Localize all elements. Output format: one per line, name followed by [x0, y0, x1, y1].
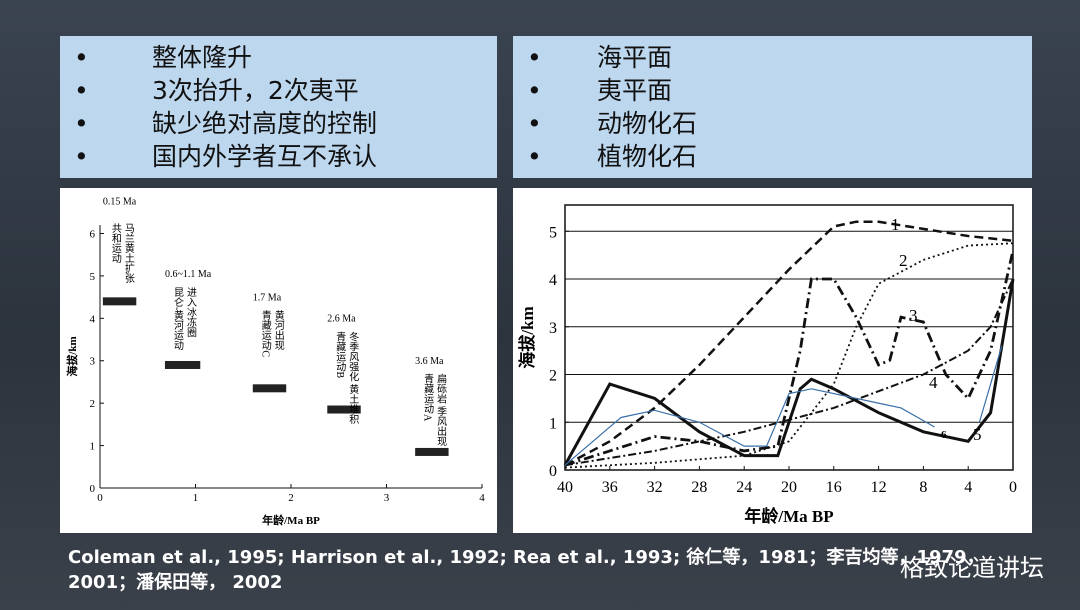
bullet: 海平面 — [527, 41, 1032, 74]
age-label: 3.6 Ma — [415, 356, 444, 367]
x-tick-label: 24 — [736, 479, 752, 496]
series-line — [564, 278, 1014, 467]
y-axis-label: 海拔/km — [517, 306, 537, 368]
x-tick-label: 4 — [964, 479, 972, 496]
age-label: 2.6 Ma — [327, 314, 356, 325]
series-label: 5 — [973, 425, 982, 444]
bullet: 夷平面 — [527, 74, 1032, 107]
x-tick-label: 16 — [826, 479, 842, 496]
y-tick-label: 3 — [90, 356, 96, 368]
x-tick-label: 20 — [781, 479, 797, 496]
bullet: 动物化石 — [527, 107, 1032, 140]
series-label: 6 — [941, 429, 947, 441]
watermark: 格致论道讲坛 — [900, 554, 1044, 582]
x-axis-label: 年龄/Ma BP — [262, 513, 320, 527]
event-label: 马兰黄土扩张 — [122, 223, 134, 284]
right-panel: 0 1 2 3 4 5 40 36 32 28 24 20 16 12 8 4 0 年龄/Ma BP 海拔/km 1 2… — [513, 188, 1032, 533]
y-tick-label: 1 — [549, 415, 557, 432]
citation: 2001；潘保田等， 2002 — [68, 572, 283, 593]
y-tick-label: 0 — [90, 483, 96, 495]
interval-bar — [327, 405, 361, 414]
event-label: 进入冰冻圈 — [184, 287, 196, 338]
citation: Coleman et al., 1995; Harrison et al., 1… — [68, 547, 985, 568]
y-tick-label: 0 — [549, 463, 557, 480]
series-label: 1 — [891, 215, 900, 234]
age-label: 0.15 Ma — [103, 196, 137, 207]
left-box: 整体隆升3次抬升，2次夷平缺少绝对高度的控制国内外学者互不承认 — [60, 36, 497, 178]
series-line — [564, 242, 1014, 469]
series-line — [564, 220, 1014, 467]
bullet: 国内外学者互不承认 — [74, 140, 497, 173]
y-tick-label: 1 — [90, 441, 96, 453]
interval-bar — [102, 297, 137, 306]
x-tick-label: 2 — [288, 492, 294, 504]
event-label: 黄河出现 — [272, 309, 284, 350]
event-label: 青藏运动B — [334, 330, 346, 378]
age-label: 0.6~1.1 Ma — [165, 269, 212, 280]
y-tick-label: 3 — [549, 320, 557, 337]
x-tick-label: 0 — [1009, 479, 1017, 496]
x-tick-label: 28 — [691, 479, 707, 496]
event-label: 昆仑-黄河运动 — [171, 287, 183, 351]
x-tick-label: 40 — [557, 479, 573, 496]
x-tick-label: 12 — [871, 479, 887, 496]
interval-bar — [415, 447, 449, 456]
interval-bar — [252, 384, 287, 393]
event-label: 共和运动 — [109, 223, 121, 264]
x-tick-label: 8 — [919, 479, 927, 496]
y-tick-label: 4 — [90, 313, 96, 325]
series-label: 3 — [909, 306, 918, 325]
bullet: 3次抬升，2次夷平 — [74, 74, 497, 107]
y-axis-label: 海拔/km — [65, 336, 79, 376]
y-tick-label: 6 — [90, 228, 96, 240]
event-label: 青藏运动C — [259, 309, 271, 357]
event-label: 扁砾岩 季风出现 — [435, 373, 447, 447]
series-line — [564, 345, 1003, 466]
x-tick-label: 3 — [384, 492, 390, 504]
bullet: 整体隆升 — [74, 41, 497, 74]
chart: 0 1 2 3 4 5 6 0 1 2 3 4 年龄/Ma BP 海拔/km 0.15 Ma 共和运动 马兰黄土… — [65, 196, 485, 527]
age-label: 1.7 Ma — [253, 292, 282, 303]
left-panel: 0 1 2 3 4 5 6 0 1 2 3 4 年龄/Ma BP 海拔/km 0.15 Ma 共和运动 马兰黄土… — [60, 188, 497, 533]
bullet: 缺少绝对高度的控制 — [74, 107, 497, 140]
right-box: 海平面夷平面动物化石植物化石 — [513, 36, 1032, 178]
bullet: 植物化石 — [527, 140, 1032, 173]
x-axis-label: 年龄/Ma BP — [744, 506, 833, 526]
event-label: 青藏运动A — [422, 373, 434, 422]
event-label: 冬季风强化 黄土堆积 — [347, 330, 359, 425]
x-tick-label: 4 — [479, 492, 485, 504]
y-tick-label: 5 — [549, 224, 557, 241]
interval-bar — [164, 360, 201, 369]
y-tick-label: 5 — [90, 271, 96, 283]
series-label: 4 — [929, 373, 938, 392]
x-tick-label: 0 — [97, 492, 103, 504]
y-tick-label: 4 — [549, 272, 557, 289]
series-line — [563, 278, 1015, 466]
x-tick-label: 32 — [647, 479, 663, 496]
y-tick-label: 2 — [549, 368, 557, 385]
y-tick-label: 2 — [90, 398, 96, 410]
series-label: 2 — [899, 251, 908, 270]
x-tick-label: 1 — [193, 492, 199, 504]
x-tick-label: 36 — [602, 479, 618, 496]
